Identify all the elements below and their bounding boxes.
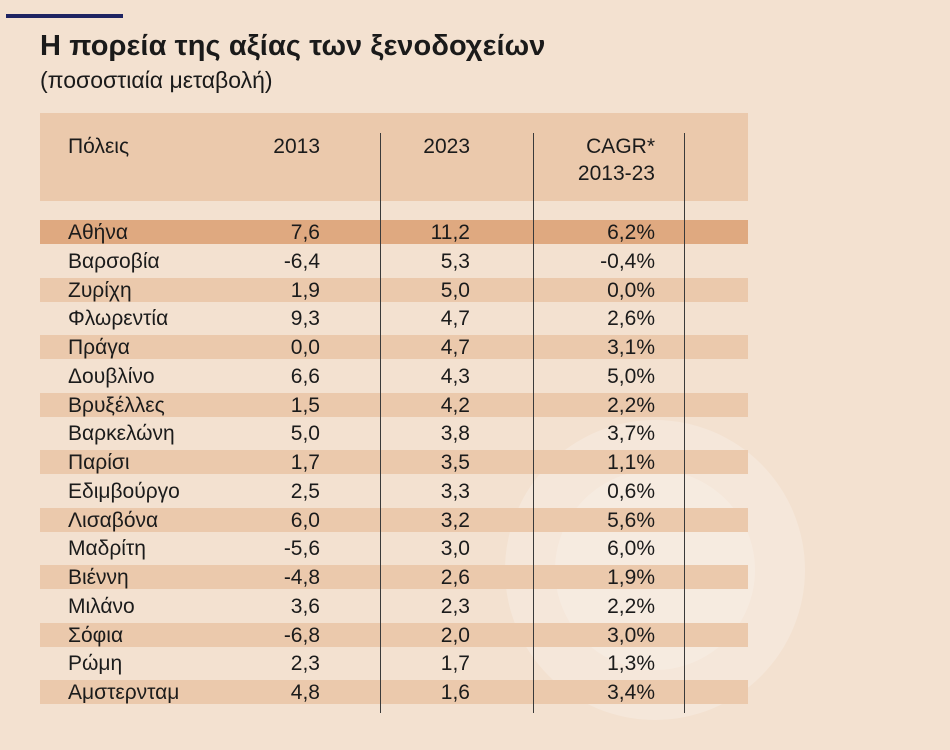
value-2013-cell: -6,8 bbox=[283, 623, 320, 647]
table-row: Λισαβόνα 6,0 3,2 5,6% bbox=[40, 507, 748, 532]
city-cell: Πράγα bbox=[68, 336, 130, 359]
value-2023-cell: 4,7 bbox=[440, 307, 470, 331]
table-row: Βιέννη -4,8 2,6 1,9% bbox=[40, 565, 748, 589]
cagr-cell: 0,6% bbox=[607, 479, 655, 503]
city-cell: Παρίσι bbox=[68, 451, 130, 474]
value-2023-cell: 4,7 bbox=[440, 336, 470, 359]
value-2013-cell: -4,8 bbox=[283, 566, 320, 589]
value-2023-cell: 1,6 bbox=[440, 681, 470, 704]
cagr-cell: 3,1% bbox=[607, 336, 655, 359]
city-cell: Ρώμη bbox=[68, 652, 123, 676]
value-2023-cell: 4,2 bbox=[440, 393, 470, 417]
cagr-cell: 5,0% bbox=[607, 364, 655, 388]
chart-title: Η πορεία της αξίας των ξενοδοχείων bbox=[40, 30, 546, 62]
table-row: Πράγα 0,0 4,7 3,1% bbox=[40, 335, 748, 359]
value-2023-cell: 3,8 bbox=[440, 422, 470, 446]
cagr-cell: 2,2% bbox=[607, 393, 655, 417]
column-divider-2 bbox=[533, 133, 534, 713]
table-row: Βαρσοβία -6,4 5,3 -0,4% bbox=[40, 249, 748, 273]
value-2023-cell: 11,2 bbox=[430, 221, 470, 244]
city-cell: Αμστερνταμ bbox=[68, 681, 180, 704]
value-2013-cell: 0,0 bbox=[290, 336, 320, 359]
city-cell: Φλωρεντία bbox=[68, 307, 169, 331]
value-2013-cell: 6,0 bbox=[290, 508, 320, 532]
cagr-cell: 6,2% bbox=[607, 221, 655, 244]
city-cell: Μιλάνο bbox=[68, 594, 135, 618]
value-2023-cell: 3,0 bbox=[440, 537, 470, 561]
value-2023-cell: 2,0 bbox=[440, 623, 470, 647]
table-row: Μιλάνο 3,6 2,3 2,2% bbox=[40, 594, 748, 618]
value-2023-cell: 3,2 bbox=[440, 508, 470, 532]
value-2023-cell: 1,7 bbox=[440, 652, 470, 676]
value-2013-cell: 1,5 bbox=[290, 393, 320, 417]
city-cell: Βαρσοβία bbox=[68, 249, 160, 273]
table-row: Παρίσι 1,7 3,5 1,1% bbox=[40, 450, 748, 474]
chart-subtitle: (ποσοστιαία μεταβολή) bbox=[40, 67, 273, 93]
cagr-cell: 3,4% bbox=[607, 681, 655, 704]
cagr-cell: 2,2% bbox=[607, 594, 655, 618]
cagr-cell: 3,0% bbox=[607, 623, 655, 647]
value-2013-cell: -6,4 bbox=[283, 249, 320, 273]
city-cell: Δουβλίνο bbox=[68, 364, 155, 388]
value-2013-cell: 1,9 bbox=[290, 278, 320, 302]
value-2023-cell: 3,3 bbox=[440, 479, 470, 503]
value-2023-cell: 2,3 bbox=[440, 594, 470, 618]
header-2023: 2023 bbox=[423, 135, 470, 158]
value-2013-cell: 4,8 bbox=[290, 681, 320, 704]
table-row: Βαρκελώνη 5,0 3,8 3,7% bbox=[40, 421, 748, 445]
value-2023-cell: 5,3 bbox=[440, 249, 470, 273]
cagr-cell: 1,3% bbox=[607, 652, 655, 676]
city-cell: Σόφια bbox=[68, 623, 124, 647]
value-2013-cell: 6,6 bbox=[290, 364, 320, 388]
table-row: Αθήνα 7,6 11,2 6,2% bbox=[40, 220, 748, 244]
table-row: Δουβλίνο 6,6 4,3 5,0% bbox=[40, 364, 748, 388]
header-cagr-line2: 2013-23 bbox=[577, 162, 655, 185]
table-row: Ζυρίχη 1,9 5,0 0,0% bbox=[40, 277, 748, 302]
value-2013-cell: 3,6 bbox=[290, 594, 320, 618]
city-cell: Εδιμβούργο bbox=[68, 479, 180, 503]
column-divider-1 bbox=[380, 133, 381, 713]
city-cell: Μαδρίτη bbox=[68, 537, 146, 561]
value-2013-cell: 9,3 bbox=[290, 307, 320, 331]
table-row: Ρώμη 2,3 1,7 1,3% bbox=[40, 651, 748, 675]
cagr-cell: 5,6% bbox=[607, 508, 655, 532]
value-2013-cell: -5,6 bbox=[283, 537, 320, 561]
table-header: Πόλεις 2013 2023 CAGR* 2013-23 bbox=[40, 113, 748, 201]
header-cagr-line1: CAGR* bbox=[586, 135, 655, 158]
city-cell: Βρυξέλλες bbox=[68, 393, 165, 417]
value-2013-cell: 7,6 bbox=[290, 221, 320, 244]
cagr-cell: 2,6% bbox=[607, 307, 655, 331]
table-row: Μαδρίτη -5,6 3,0 6,0% bbox=[40, 536, 748, 560]
city-cell: Ζυρίχη bbox=[68, 278, 132, 302]
value-2013-cell: 1,7 bbox=[290, 451, 320, 474]
value-2023-cell: 5,0 bbox=[440, 278, 470, 302]
column-divider-3 bbox=[684, 133, 685, 713]
city-cell: Βαρκελώνη bbox=[68, 422, 175, 446]
cagr-cell: 1,9% bbox=[607, 566, 655, 589]
header-city: Πόλεις bbox=[68, 135, 130, 158]
table-row: Φλωρεντία 9,3 4,7 2,6% bbox=[40, 306, 748, 330]
value-2023-cell: 2,6 bbox=[440, 566, 470, 589]
table-row: Εδιμβούργο 2,5 3,3 0,6% bbox=[40, 479, 748, 503]
value-2013-cell: 2,3 bbox=[290, 652, 320, 676]
cagr-cell: 1,1% bbox=[607, 451, 655, 474]
value-2023-cell: 3,5 bbox=[440, 451, 470, 474]
value-2013-cell: 2,5 bbox=[290, 479, 320, 503]
cagr-cell: 6,0% bbox=[607, 537, 655, 561]
city-cell: Αθήνα bbox=[68, 221, 129, 244]
table-row: Βρυξέλλες 1,5 4,2 2,2% bbox=[40, 392, 748, 417]
city-cell: Βιέννη bbox=[68, 566, 129, 589]
header-2013: 2013 bbox=[273, 135, 320, 158]
cagr-cell: 0,0% bbox=[607, 278, 655, 302]
cagr-cell: 3,7% bbox=[607, 422, 655, 446]
accent-rule bbox=[6, 14, 123, 18]
table-row: Σόφια -6,8 2,0 3,0% bbox=[40, 622, 748, 647]
header-cagr: CAGR* 2013-23 bbox=[555, 133, 655, 187]
city-cell: Λισαβόνα bbox=[68, 508, 159, 532]
cagr-cell: -0,4% bbox=[600, 249, 655, 273]
table-row: Αμστερνταμ 4,8 1,6 3,4% bbox=[40, 680, 748, 704]
value-2013-cell: 5,0 bbox=[290, 422, 320, 446]
value-2023-cell: 4,3 bbox=[440, 364, 470, 388]
